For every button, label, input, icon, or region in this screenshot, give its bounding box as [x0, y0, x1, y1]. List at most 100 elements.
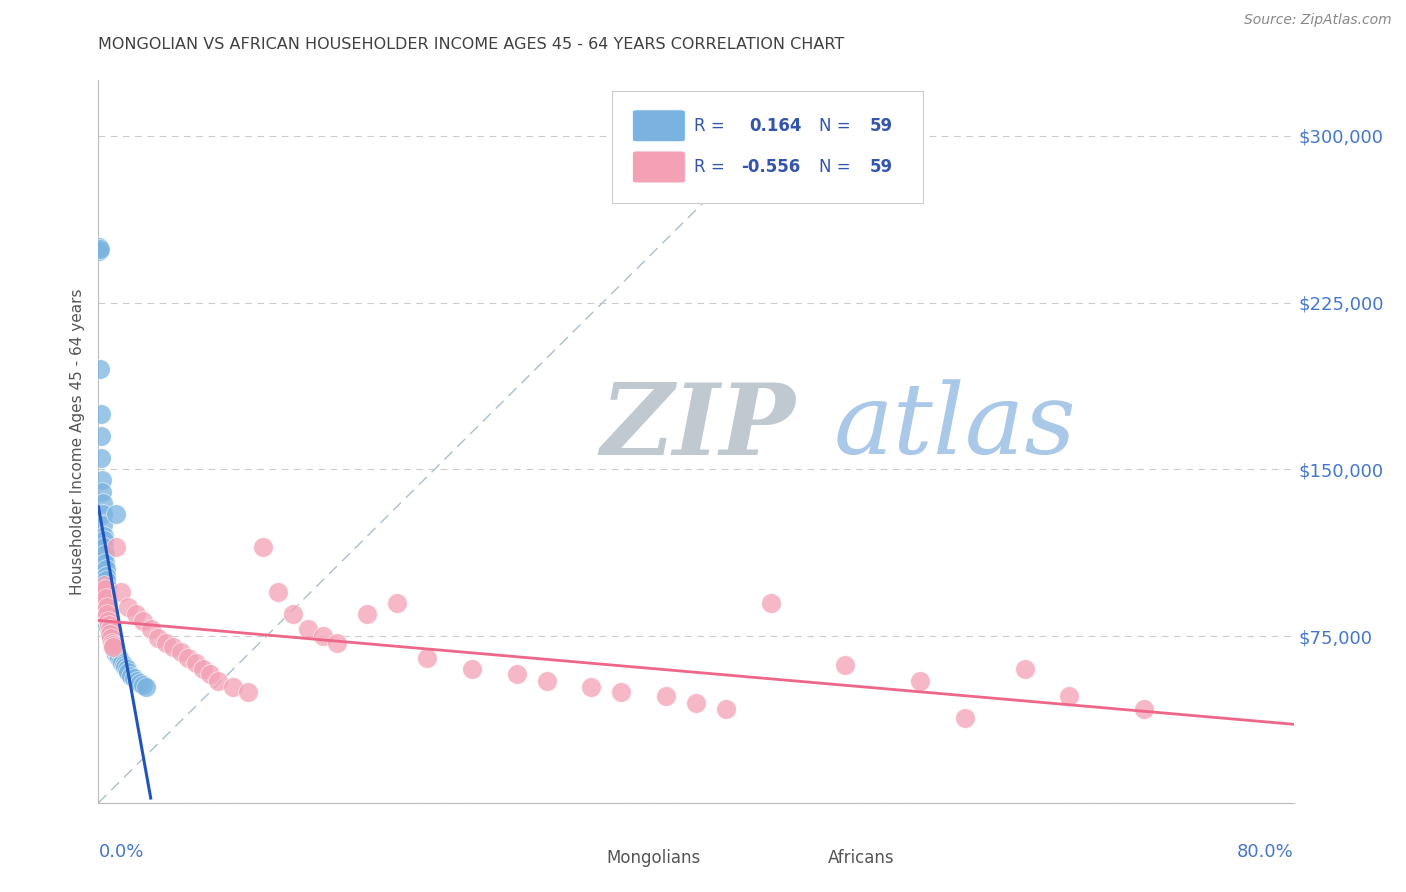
- Point: [311, 629, 333, 643]
- Point: [96, 591, 118, 606]
- Point: [91, 607, 114, 621]
- Point: [177, 651, 200, 665]
- Point: [93, 607, 115, 621]
- Text: 80.0%: 80.0%: [1237, 843, 1294, 861]
- Point: [132, 614, 155, 628]
- Point: [236, 684, 259, 698]
- Point: [91, 484, 114, 499]
- Point: [356, 607, 378, 621]
- Point: [114, 660, 136, 674]
- Point: [104, 645, 127, 659]
- Point: [125, 607, 148, 621]
- Point: [139, 623, 162, 637]
- Point: [94, 569, 117, 583]
- Point: [90, 407, 112, 421]
- Point: [267, 584, 290, 599]
- Point: [96, 618, 118, 632]
- Point: [112, 657, 135, 672]
- Point: [100, 632, 122, 646]
- Point: [191, 662, 214, 676]
- Text: R =: R =: [693, 158, 724, 176]
- Point: [103, 640, 125, 655]
- Y-axis label: Householder Income Ages 45 - 64 years: Householder Income Ages 45 - 64 years: [70, 288, 86, 595]
- Point: [207, 673, 229, 688]
- Point: [91, 517, 114, 532]
- Point: [90, 591, 112, 606]
- Point: [169, 645, 191, 659]
- Point: [107, 649, 129, 664]
- Point: [98, 618, 121, 632]
- Point: [536, 673, 558, 688]
- Point: [610, 684, 633, 698]
- Point: [93, 533, 115, 548]
- Point: [105, 507, 128, 521]
- Point: [93, 547, 115, 561]
- Point: [281, 607, 304, 621]
- Point: [953, 711, 976, 725]
- Point: [759, 596, 782, 610]
- Text: atlas: atlas: [834, 379, 1076, 475]
- Point: [655, 689, 678, 703]
- Text: Mongolians: Mongolians: [606, 849, 700, 867]
- Text: 59: 59: [869, 158, 893, 176]
- Point: [98, 623, 121, 637]
- Point: [714, 702, 737, 716]
- Point: [94, 562, 117, 576]
- Point: [98, 623, 121, 637]
- Point: [120, 669, 142, 683]
- Point: [110, 584, 132, 599]
- Point: [96, 574, 118, 588]
- Point: [101, 636, 124, 650]
- Point: [96, 607, 118, 621]
- Point: [90, 474, 112, 488]
- Point: [105, 540, 128, 554]
- Point: [100, 632, 122, 646]
- Point: [97, 618, 120, 632]
- Text: 0.0%: 0.0%: [98, 843, 143, 861]
- Text: Africans: Africans: [827, 849, 894, 867]
- Text: N =: N =: [820, 117, 851, 135]
- Text: 0.164: 0.164: [749, 117, 803, 135]
- Point: [129, 675, 152, 690]
- Point: [93, 529, 115, 543]
- FancyBboxPatch shape: [613, 91, 922, 203]
- FancyBboxPatch shape: [633, 151, 685, 183]
- Point: [97, 600, 120, 615]
- Point: [1059, 689, 1081, 703]
- Point: [90, 451, 112, 466]
- Point: [101, 638, 124, 652]
- Text: MONGOLIAN VS AFRICAN HOUSEHOLDER INCOME AGES 45 - 64 YEARS CORRELATION CHART: MONGOLIAN VS AFRICAN HOUSEHOLDER INCOME …: [98, 37, 845, 52]
- Point: [117, 600, 139, 615]
- Point: [162, 640, 184, 655]
- Point: [89, 600, 111, 615]
- Point: [184, 656, 207, 670]
- Point: [97, 605, 120, 619]
- Point: [89, 609, 111, 624]
- Point: [105, 647, 128, 661]
- Point: [97, 596, 120, 610]
- Point: [89, 244, 111, 259]
- FancyBboxPatch shape: [548, 844, 602, 873]
- Point: [1133, 702, 1156, 716]
- Point: [127, 673, 149, 688]
- Point: [90, 429, 112, 443]
- Point: [96, 580, 118, 594]
- Point: [461, 662, 484, 676]
- FancyBboxPatch shape: [633, 110, 685, 142]
- Point: [89, 240, 111, 254]
- Text: R =: R =: [693, 117, 724, 135]
- Point: [252, 540, 274, 554]
- Point: [581, 680, 603, 694]
- Text: N =: N =: [820, 158, 851, 176]
- Text: ZIP: ZIP: [600, 379, 796, 475]
- Point: [98, 614, 121, 628]
- Point: [89, 362, 111, 376]
- Point: [94, 591, 117, 606]
- Point: [89, 242, 111, 256]
- Point: [416, 651, 439, 665]
- Point: [91, 496, 114, 510]
- Point: [90, 600, 112, 615]
- Point: [93, 584, 115, 599]
- Text: 59: 59: [869, 117, 893, 135]
- Point: [111, 656, 134, 670]
